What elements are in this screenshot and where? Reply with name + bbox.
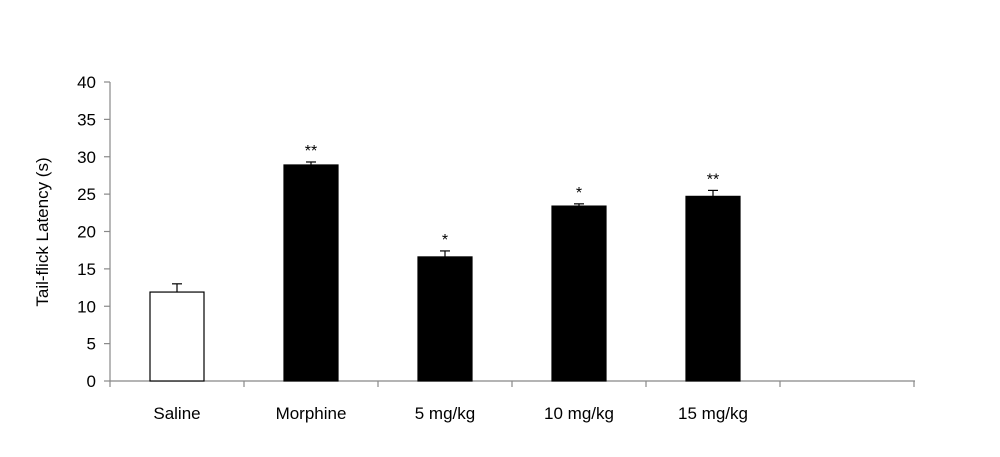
significance-marker-4: ** bbox=[707, 171, 719, 188]
category-label-2: 5 mg/kg bbox=[415, 404, 475, 423]
bar-1 bbox=[283, 164, 339, 382]
y-tick-label: 20 bbox=[77, 223, 96, 242]
bar-0 bbox=[149, 291, 205, 382]
bar-3 bbox=[551, 205, 607, 382]
y-axis: 0 5 10 15 20 25 30 35 40 bbox=[77, 73, 111, 391]
bar-2 bbox=[417, 256, 473, 382]
y-tick-label: 30 bbox=[77, 148, 96, 167]
y-tick-label: 35 bbox=[77, 110, 96, 129]
y-axis-label: Tail-flick Latency (s) bbox=[33, 157, 52, 306]
y-tick-label: 10 bbox=[77, 297, 96, 316]
bar-4 bbox=[685, 195, 741, 382]
significance-markers: ****** bbox=[305, 143, 719, 249]
significance-marker-2: * bbox=[442, 232, 448, 249]
significance-marker-1: ** bbox=[305, 143, 317, 160]
error-bars bbox=[172, 161, 718, 293]
y-tick-label: 25 bbox=[77, 185, 96, 204]
y-tick-label: 15 bbox=[77, 260, 96, 279]
significance-marker-3: * bbox=[576, 185, 582, 202]
category-labels: Saline Morphine 5 mg/kg 10 mg/kg 15 mg/kg bbox=[153, 404, 748, 423]
y-tick-label: 40 bbox=[77, 73, 96, 92]
category-label-1: Morphine bbox=[276, 404, 347, 423]
category-label-3: 10 mg/kg bbox=[544, 404, 614, 423]
category-label-0: Saline bbox=[153, 404, 200, 423]
y-tick-label: 0 bbox=[87, 372, 96, 391]
bars bbox=[149, 164, 741, 382]
x-axis bbox=[109, 380, 915, 387]
category-label-4: 15 mg/kg bbox=[678, 404, 748, 423]
y-tick-label: 5 bbox=[87, 335, 96, 354]
